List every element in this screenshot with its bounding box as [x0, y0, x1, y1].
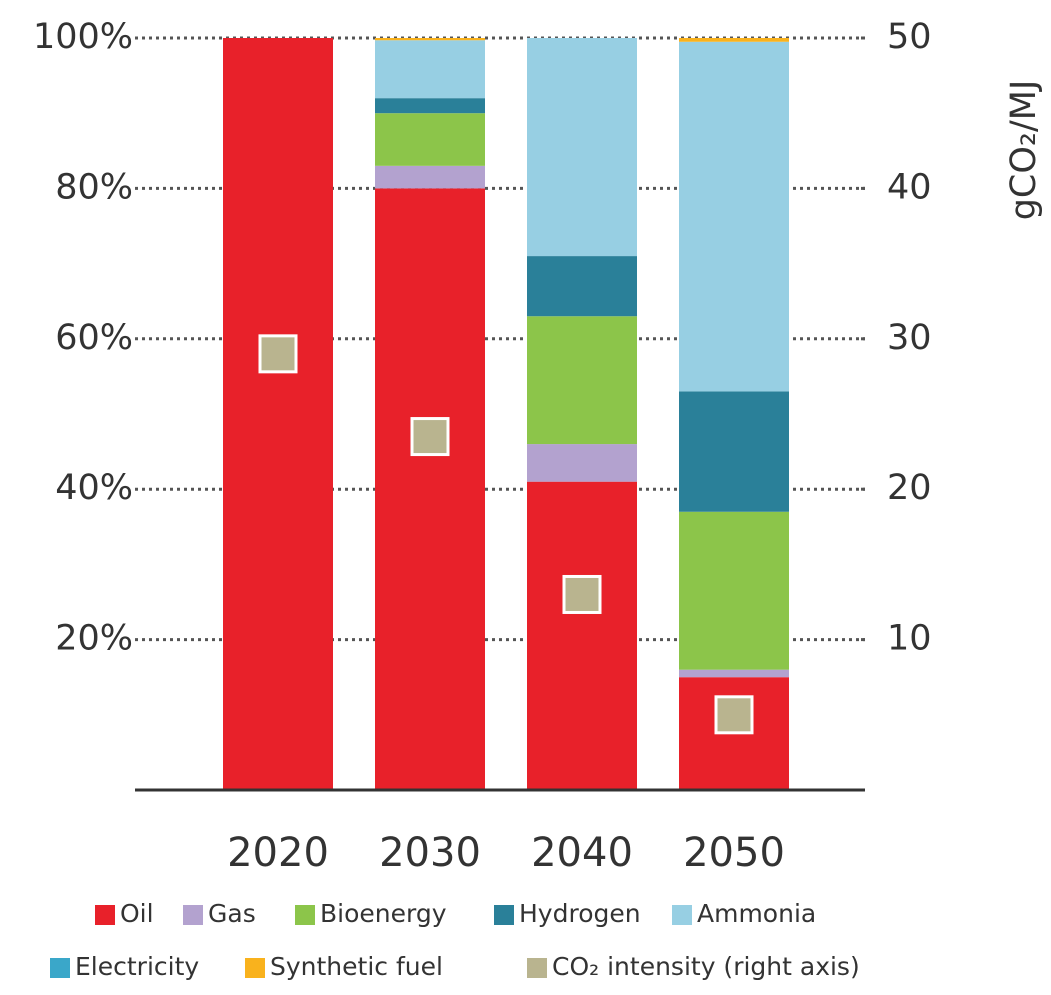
marker: [562, 574, 602, 614]
y-tick-label: 100%: [33, 17, 133, 57]
x-tick-label: 2030: [379, 830, 481, 876]
legend-label: Hydrogen: [519, 899, 641, 928]
marker: [410, 417, 450, 457]
bar-segment: [679, 38, 789, 42]
legend-label: Synthetic fuel: [270, 952, 443, 981]
legend-label: Bioenergy: [320, 899, 447, 928]
bar-segment: [679, 511, 789, 670]
bar-segment: [375, 38, 485, 41]
bar-segment: [679, 41, 789, 392]
bar-segment: [375, 113, 485, 166]
bar-segment: [679, 391, 789, 512]
y2-tick-label: 20: [887, 468, 932, 508]
legend-label: Ammonia: [697, 899, 816, 928]
y2-tick-label: 50: [887, 17, 932, 57]
y-tick-label: 40%: [55, 468, 133, 508]
bar-segment: [527, 38, 637, 257]
bar-segment: [223, 38, 333, 790]
y2-tick-label: 40: [887, 167, 932, 207]
bar-segment: [375, 165, 485, 189]
x-tick-label: 2050: [683, 830, 785, 876]
bar-segment: [527, 481, 637, 790]
bar-segment: [375, 40, 485, 99]
legend-swatch: [527, 958, 547, 978]
legend-label: Gas: [208, 899, 256, 928]
x-tick-label: 2020: [227, 830, 329, 876]
bar-segment: [527, 256, 637, 317]
y2-axis-label: gCO₂/MJ: [1004, 80, 1044, 221]
legend-swatch: [672, 905, 692, 925]
legend-swatch: [245, 958, 265, 978]
legend-swatch: [183, 905, 203, 925]
x-tick-label: 2040: [531, 830, 633, 876]
legend-swatch: [494, 905, 514, 925]
y2-tick-label: 10: [887, 619, 932, 659]
legend-swatch: [50, 958, 70, 978]
y2-tick-label: 30: [887, 318, 932, 358]
marker: [258, 334, 298, 374]
legend-label: Oil: [120, 899, 154, 928]
bar-segment: [527, 444, 637, 482]
bar-segment: [375, 98, 485, 114]
y-tick-label: 80%: [55, 167, 133, 207]
y-tick-label: 60%: [55, 318, 133, 358]
marker: [714, 695, 754, 735]
legend-swatch: [295, 905, 315, 925]
bar-segment: [527, 316, 637, 445]
y-tick-label: 20%: [55, 619, 133, 659]
legend-swatch: [95, 905, 115, 925]
bar-segment: [375, 188, 485, 790]
legend-label: CO₂ intensity (right axis): [552, 952, 860, 981]
bar-segment: [679, 669, 789, 678]
legend-label: Electricity: [75, 952, 199, 981]
